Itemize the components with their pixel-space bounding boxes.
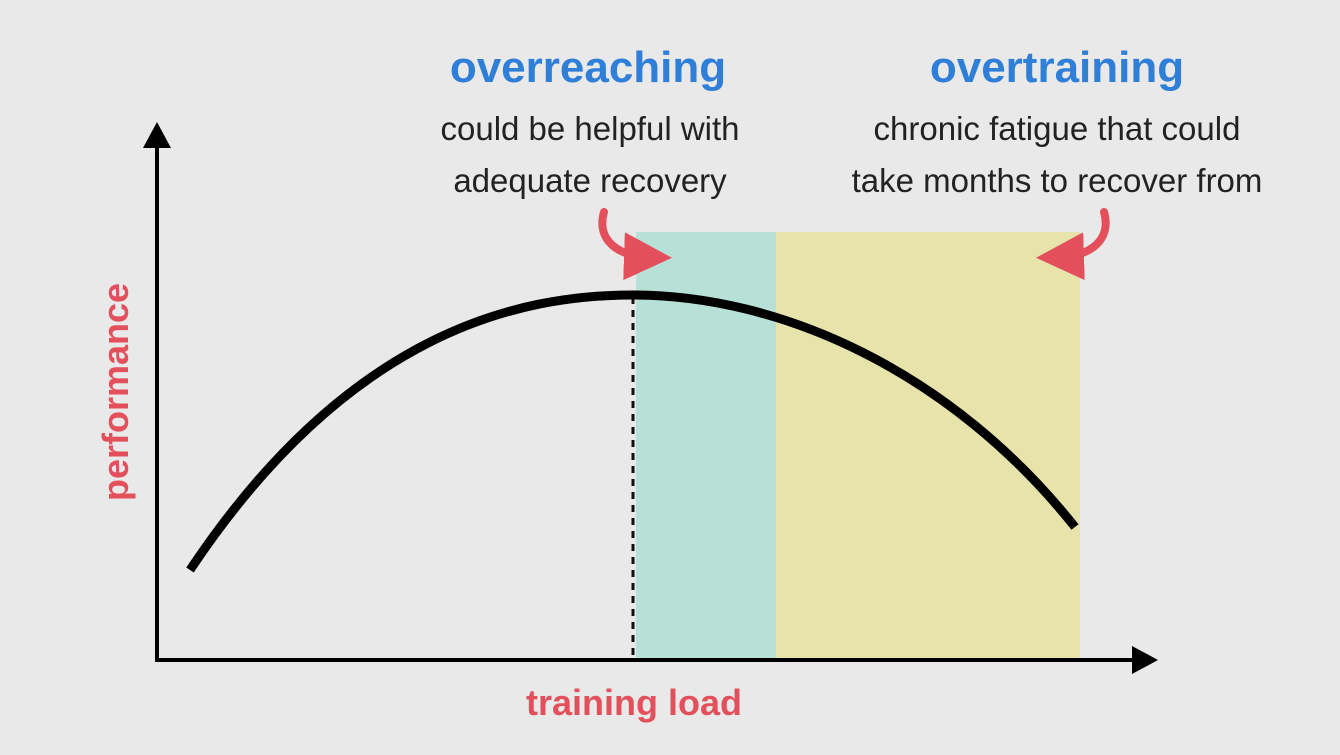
annotation-text: chronic fatigue that could	[874, 110, 1241, 147]
annotation-title: overtraining	[930, 43, 1184, 92]
annotation-text: could be helpful with	[440, 110, 739, 147]
annotation-text: adequate recovery	[453, 162, 727, 199]
annotation-title: overreaching	[450, 43, 726, 92]
overtraining-arrow	[1036, 208, 1110, 281]
performance-curve	[186, 290, 1079, 573]
x-axis-arrow	[1132, 646, 1158, 674]
annotation-text: take months to recover from	[852, 162, 1263, 199]
y-axis-arrow	[143, 122, 171, 148]
overtraining-zone	[776, 232, 1080, 658]
overreaching-arrow	[598, 208, 672, 281]
x-axis-label: training load	[526, 682, 742, 723]
y-axis-label: performance	[95, 283, 136, 501]
